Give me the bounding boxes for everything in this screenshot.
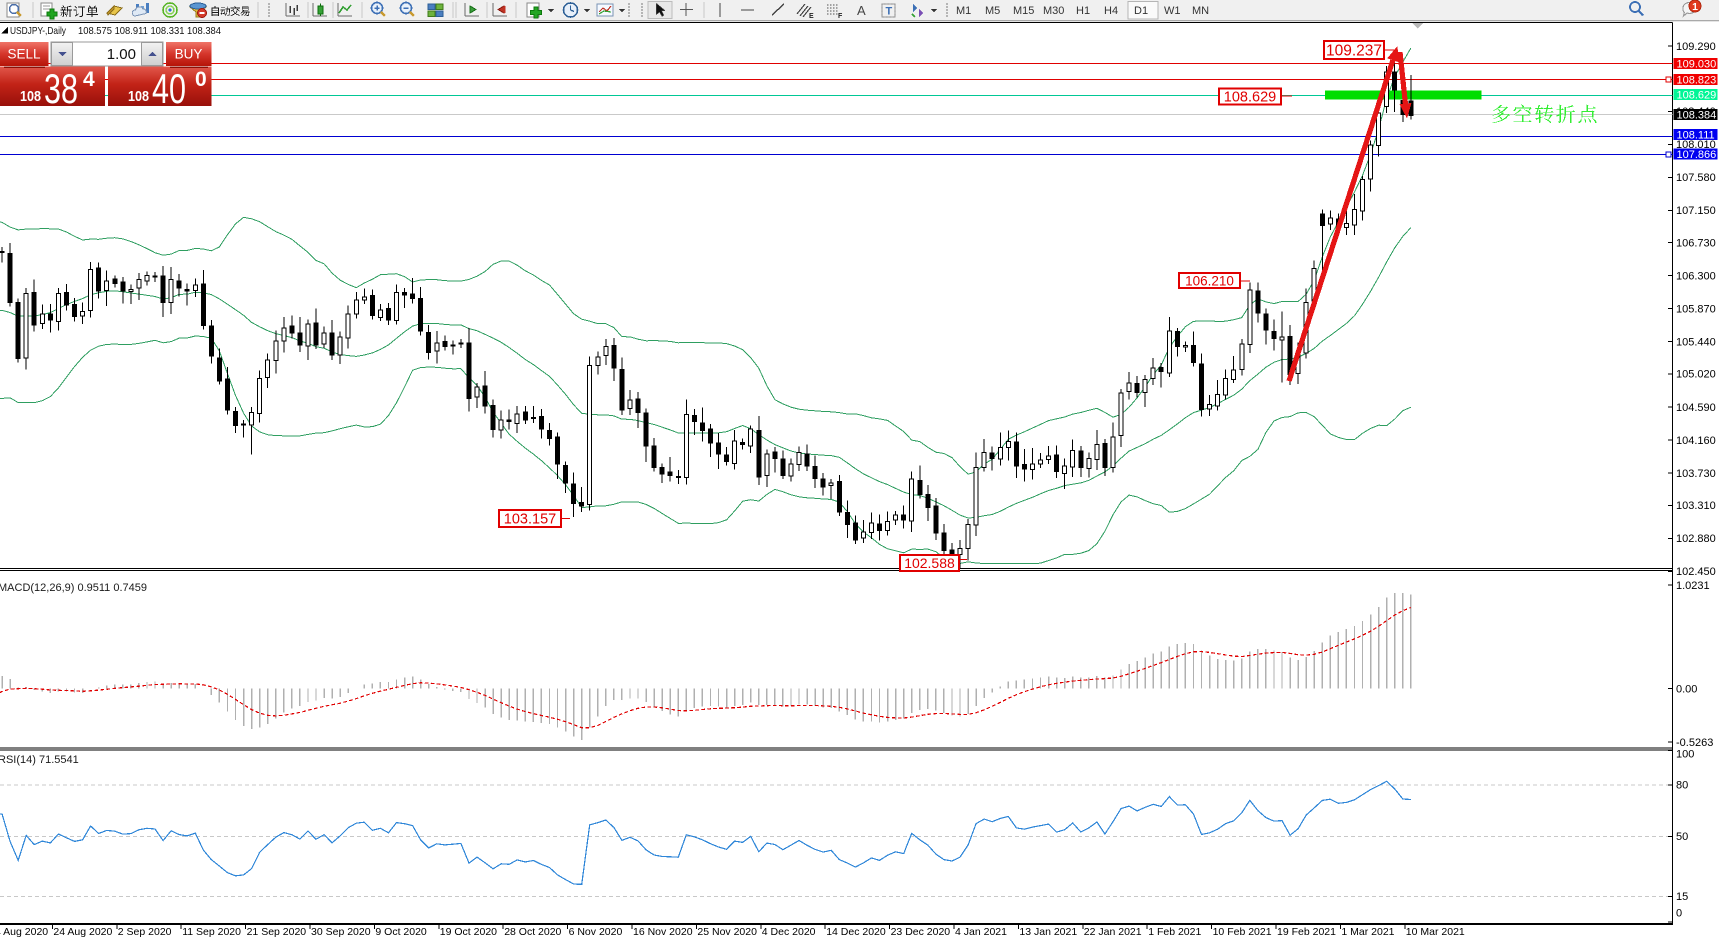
- svg-text:100: 100: [1676, 749, 1694, 761]
- svg-text:106.300: 106.300: [1676, 270, 1716, 282]
- svg-text:108.010: 108.010: [1676, 139, 1716, 151]
- svg-text:21 Sep 2020: 21 Sep 2020: [247, 926, 307, 937]
- svg-text:105.020: 105.020: [1676, 369, 1716, 381]
- svg-text:104.590: 104.590: [1676, 402, 1716, 414]
- svg-text:80: 80: [1676, 780, 1688, 792]
- svg-text:H1: H1: [1076, 5, 1090, 17]
- svg-text:6 Nov 2020: 6 Nov 2020: [569, 926, 623, 937]
- svg-text:0: 0: [195, 68, 207, 91]
- svg-text:19 Feb 2021: 19 Feb 2021: [1277, 926, 1336, 937]
- svg-text:10 Mar 2021: 10 Mar 2021: [1406, 926, 1465, 937]
- svg-text:108.575 108.911 108.331 108.38: 108.575 108.911 108.331 108.384: [78, 25, 221, 37]
- svg-text:D1: D1: [1134, 5, 1148, 17]
- svg-text:109.237: 109.237: [1326, 43, 1382, 60]
- svg-text:108.629: 108.629: [1224, 90, 1276, 106]
- svg-text:103.310: 103.310: [1676, 500, 1716, 512]
- svg-text:108.823: 108.823: [1677, 74, 1717, 86]
- svg-text:T: T: [886, 6, 893, 18]
- svg-text:25 Nov 2020: 25 Nov 2020: [697, 926, 757, 937]
- svg-text:SELL: SELL: [7, 47, 41, 62]
- svg-text:50: 50: [1676, 831, 1688, 843]
- svg-text:28 Oct 2020: 28 Oct 2020: [504, 926, 561, 937]
- svg-text:40: 40: [152, 65, 186, 112]
- svg-text:107.580: 107.580: [1676, 172, 1716, 184]
- svg-text:108: 108: [128, 88, 149, 105]
- svg-text:38: 38: [44, 65, 78, 112]
- svg-text:109.290: 109.290: [1676, 41, 1716, 53]
- svg-text:109.030: 109.030: [1677, 58, 1717, 70]
- svg-text:H4: H4: [1104, 5, 1118, 17]
- svg-text:23 Dec 2020: 23 Dec 2020: [891, 926, 951, 937]
- svg-text:15: 15: [1676, 891, 1688, 903]
- svg-text:W1: W1: [1164, 5, 1181, 17]
- svg-text:MACD(12,26,9) 0.9511 0.7459: MACD(12,26,9) 0.9511 0.7459: [0, 582, 147, 594]
- svg-text:108.111: 108.111: [1677, 129, 1715, 141]
- svg-text:105.440: 105.440: [1676, 337, 1716, 349]
- svg-text:USDJPY-,Daily: USDJPY-,Daily: [10, 25, 67, 37]
- svg-text:M15: M15: [1013, 5, 1034, 17]
- svg-text:108.629: 108.629: [1677, 89, 1717, 101]
- svg-text:13 Jan 2021: 13 Jan 2021: [1019, 926, 1077, 937]
- svg-text:MN: MN: [1192, 5, 1209, 17]
- svg-text:4 Dec 2020: 4 Dec 2020: [762, 926, 816, 937]
- svg-text:11 Sep 2020: 11 Sep 2020: [182, 926, 241, 937]
- svg-text:RSI(14) 71.5541: RSI(14) 71.5541: [0, 754, 79, 766]
- svg-text:4 Aug 2020: 4 Aug 2020: [0, 926, 48, 937]
- svg-text:10 Feb 2021: 10 Feb 2021: [1213, 926, 1272, 937]
- svg-text:-0.5263: -0.5263: [1676, 737, 1713, 749]
- svg-text:4: 4: [83, 68, 95, 91]
- svg-text:108: 108: [20, 88, 41, 105]
- svg-text:30 Sep 2020: 30 Sep 2020: [311, 926, 371, 937]
- svg-text:108.384: 108.384: [1677, 109, 1717, 121]
- svg-text:24 Aug 2020: 24 Aug 2020: [53, 926, 112, 937]
- svg-text:103.730: 103.730: [1676, 468, 1716, 480]
- svg-text:4 Jan 2021: 4 Jan 2021: [955, 926, 1007, 937]
- svg-text:E: E: [809, 13, 814, 20]
- svg-text:1: 1: [1692, 1, 1698, 13]
- svg-text:107.866: 107.866: [1677, 149, 1717, 161]
- svg-text:102.880: 102.880: [1676, 533, 1716, 545]
- svg-text:1 Feb 2021: 1 Feb 2021: [1148, 926, 1201, 937]
- svg-text:F: F: [838, 13, 843, 20]
- svg-text:104.160: 104.160: [1676, 435, 1716, 447]
- svg-text:9 Oct 2020: 9 Oct 2020: [375, 926, 427, 937]
- svg-text:16 Nov 2020: 16 Nov 2020: [633, 926, 693, 937]
- svg-text:M1: M1: [956, 5, 971, 17]
- svg-text:102.450: 102.450: [1676, 566, 1716, 578]
- svg-text:A: A: [857, 3, 866, 18]
- svg-text:M30: M30: [1043, 5, 1064, 17]
- svg-text:102.588: 102.588: [904, 555, 955, 571]
- svg-text:106.210: 106.210: [1185, 273, 1234, 288]
- svg-text:14 Dec 2020: 14 Dec 2020: [826, 926, 886, 937]
- svg-text:0.00: 0.00: [1676, 684, 1697, 696]
- svg-text:107.150: 107.150: [1676, 205, 1716, 217]
- svg-text:0: 0: [1676, 908, 1682, 920]
- svg-text:2 Sep 2020: 2 Sep 2020: [118, 926, 172, 937]
- svg-text:M5: M5: [985, 5, 1000, 17]
- svg-text:105.870: 105.870: [1676, 304, 1716, 316]
- svg-text:19 Oct 2020: 19 Oct 2020: [440, 926, 497, 937]
- svg-text:22 Jan 2021: 22 Jan 2021: [1084, 926, 1142, 937]
- svg-text:1 Mar 2021: 1 Mar 2021: [1341, 926, 1394, 937]
- svg-text:106.730: 106.730: [1676, 237, 1716, 249]
- svg-text:BUY: BUY: [175, 47, 203, 62]
- svg-text:1.0231: 1.0231: [1676, 580, 1710, 592]
- svg-text:1.00: 1.00: [107, 46, 136, 63]
- svg-text:103.157: 103.157: [504, 512, 556, 528]
